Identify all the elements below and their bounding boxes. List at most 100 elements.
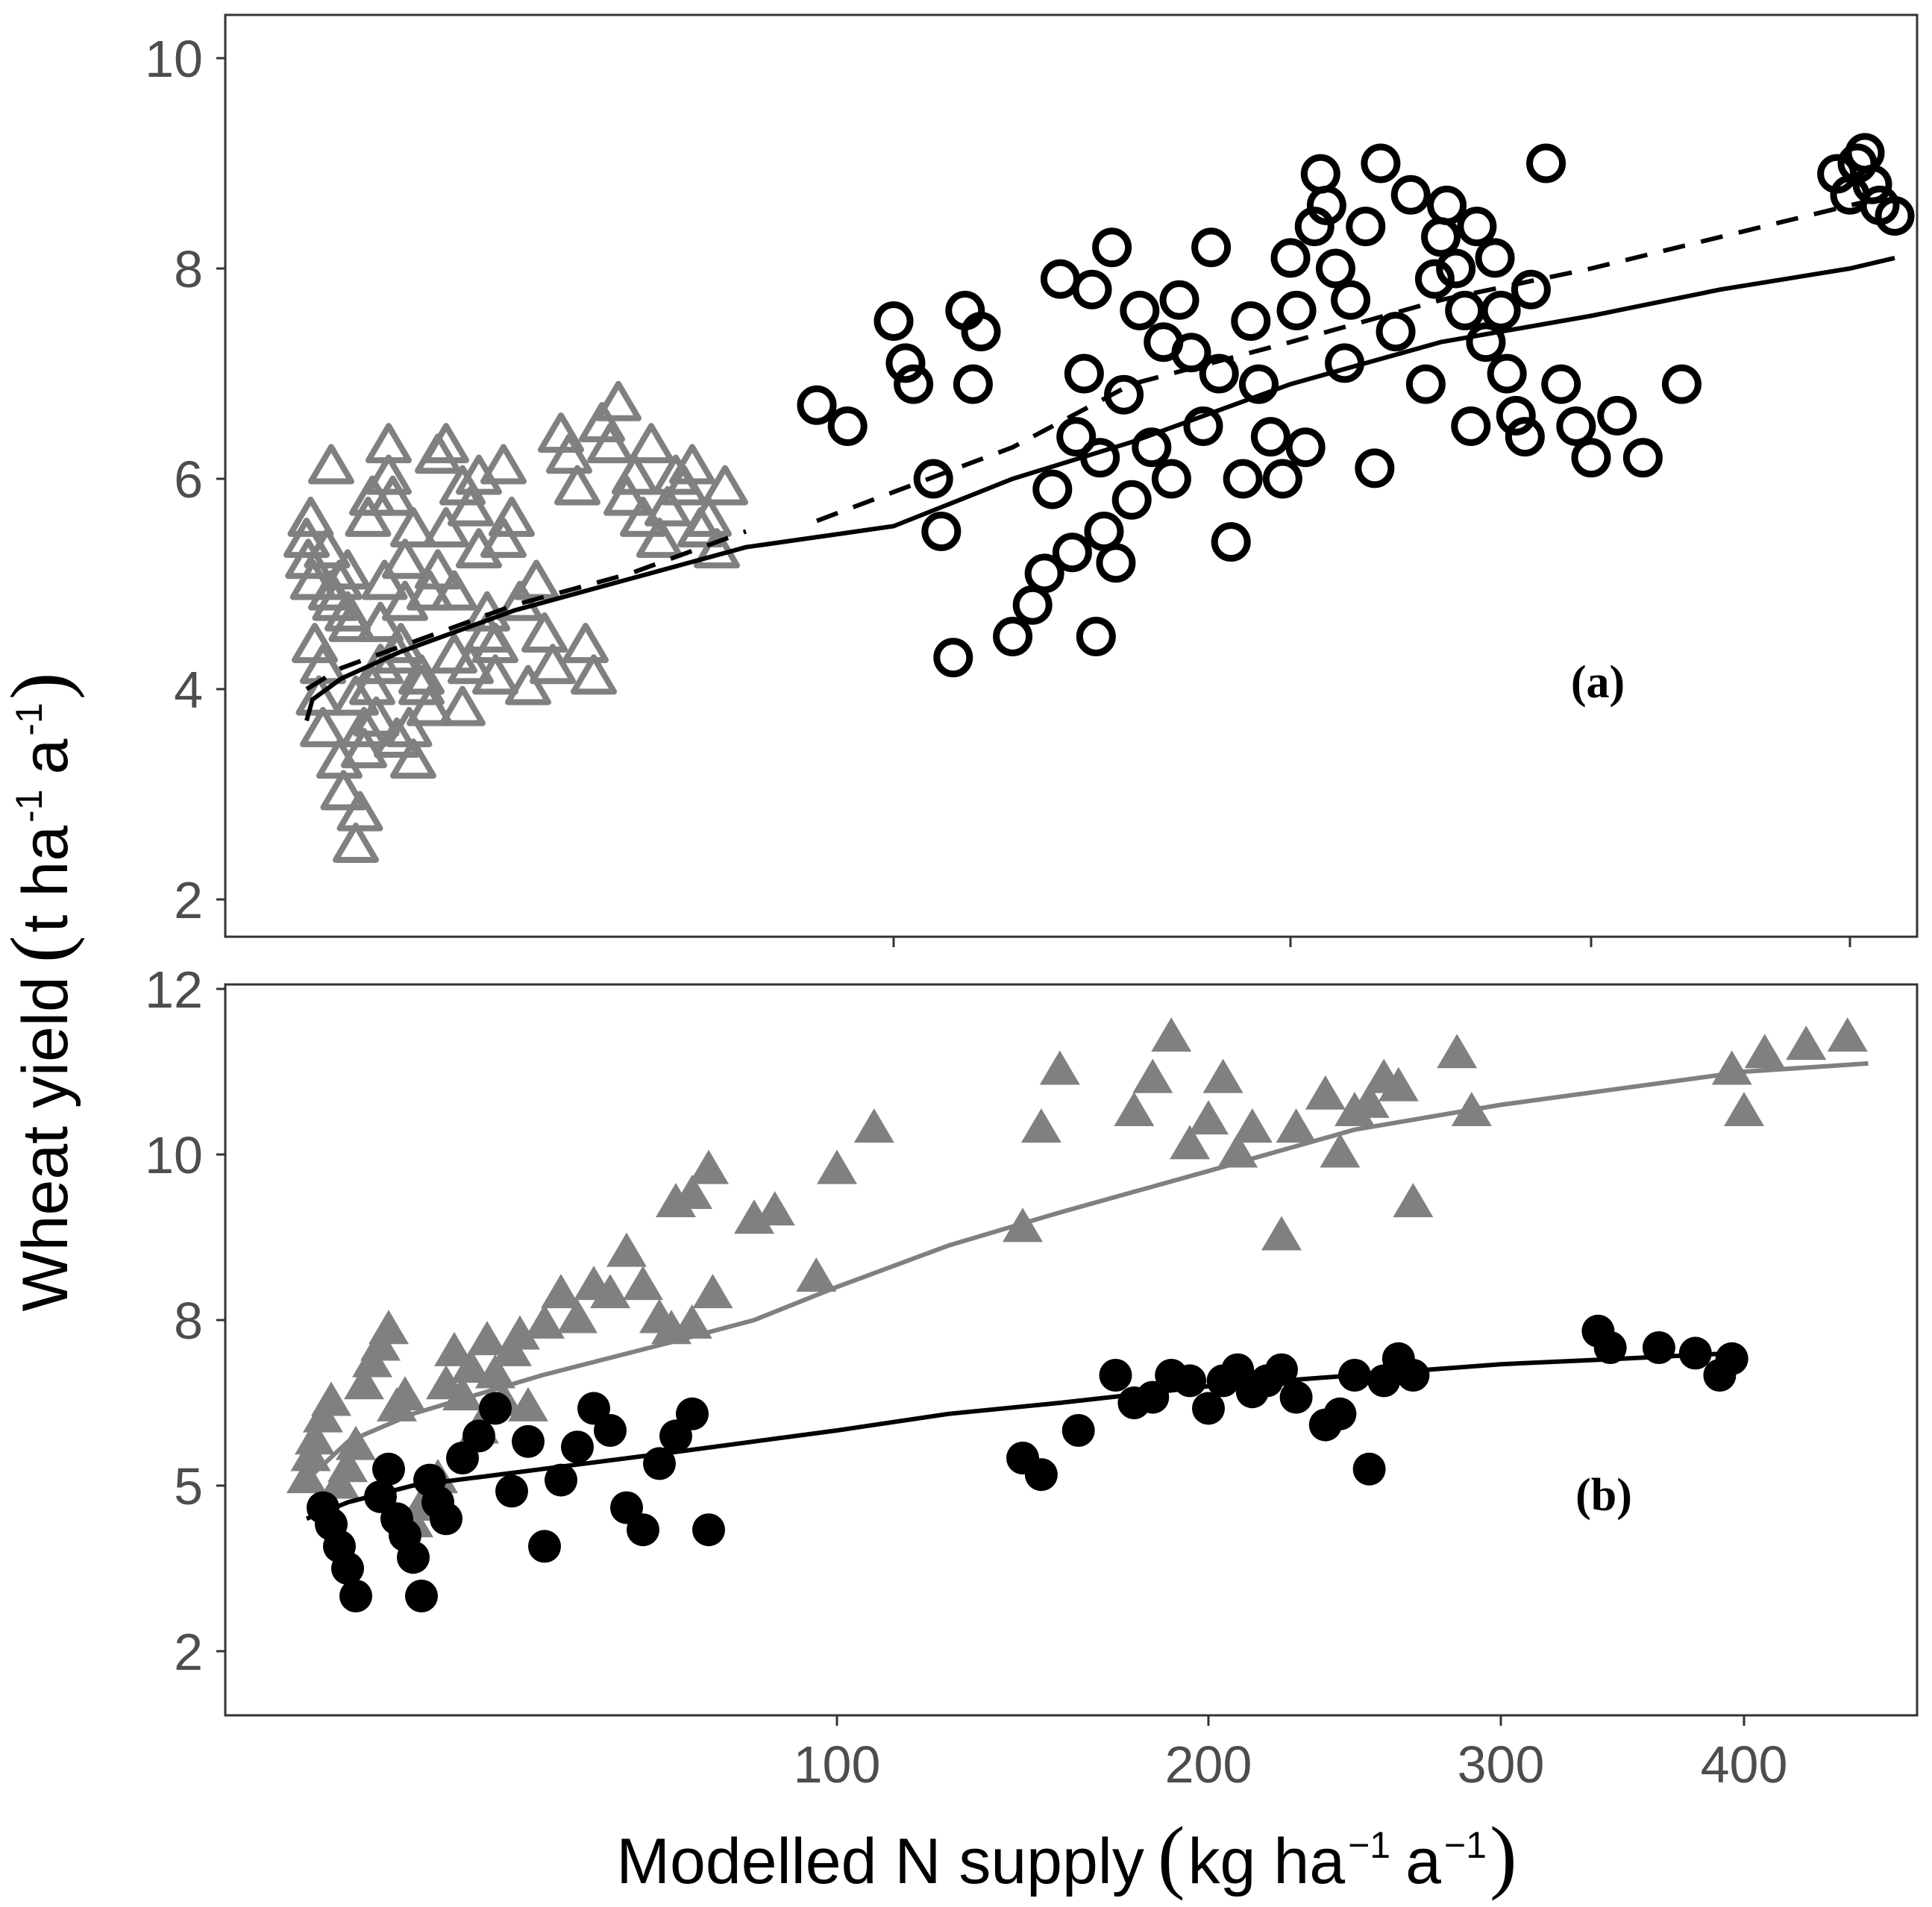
data-point: [407, 570, 453, 611]
x-tick-label: 400: [1701, 1735, 1788, 1794]
data-point: [1556, 406, 1596, 446]
data-point: [1012, 585, 1053, 625]
data-point: [571, 654, 617, 695]
data-point: [1622, 438, 1663, 478]
data-point: [1276, 1108, 1317, 1143]
data-point: [1114, 1091, 1155, 1126]
data-point: [1405, 364, 1446, 404]
y-tick-label: 10: [145, 1126, 203, 1184]
data-point: [921, 512, 962, 551]
data-point: [456, 528, 502, 569]
panel-a-x-ticks: [892, 937, 1851, 947]
data-point: [500, 1315, 540, 1350]
data-point: [1120, 290, 1160, 330]
data-point: [316, 559, 363, 600]
data-point: [671, 1304, 712, 1339]
data-point: [349, 475, 395, 516]
data-point: [636, 518, 683, 559]
data-point: [1437, 1034, 1478, 1069]
data-point: [595, 380, 642, 421]
panel-label-b: (b): [1575, 1470, 1632, 1521]
data-point: [1020, 1108, 1061, 1143]
data-point: [1024, 1458, 1058, 1492]
data-point: [512, 1424, 545, 1458]
data-point: [308, 444, 354, 485]
data-point: [676, 1397, 709, 1430]
data-point: [1349, 1083, 1390, 1118]
data-point: [1300, 154, 1340, 194]
data-point: [361, 559, 408, 600]
data-point: [1294, 207, 1334, 247]
data-point: [341, 706, 387, 747]
data-point: [1427, 185, 1467, 225]
data-point: [439, 685, 486, 726]
data-point: [1487, 354, 1527, 394]
data-point: [1170, 1125, 1211, 1160]
data-point: [524, 1304, 565, 1339]
data-point: [434, 1331, 474, 1366]
data-point: [1744, 1034, 1785, 1069]
data-point: [331, 1552, 364, 1585]
data-point: [1571, 438, 1611, 478]
data-point: [1325, 343, 1365, 383]
data-point: [467, 1321, 507, 1356]
data-point: [554, 465, 600, 506]
data-point: [1355, 448, 1395, 488]
series-triangle-open: [283, 380, 748, 863]
data-point: [372, 1452, 405, 1486]
y-tick-label: 8: [174, 1292, 203, 1350]
fit-line: [815, 192, 1895, 524]
x-tick-label: 200: [1165, 1735, 1252, 1794]
data-point: [628, 423, 674, 464]
data-point: [557, 1298, 598, 1333]
data-point: [431, 570, 477, 611]
data-point: [796, 1257, 837, 1292]
data-point: [1191, 227, 1232, 268]
data-point: [1421, 217, 1461, 257]
panel-label-a: (a): [1571, 657, 1625, 708]
series-circle-filled: [307, 1314, 1748, 1612]
data-point: [295, 1420, 335, 1455]
data-point: [1061, 1414, 1095, 1447]
data-point: [480, 518, 527, 559]
data-point: [1064, 354, 1104, 394]
data-point: [661, 465, 707, 506]
data-point: [430, 1502, 462, 1536]
y-tick-label: 2: [174, 1623, 203, 1681]
data-point: [530, 644, 576, 685]
data-point: [1396, 1359, 1430, 1392]
data-point: [894, 364, 934, 404]
data-point: [1526, 143, 1566, 183]
panel-b-x-tick-labels: 100 200 300 400: [794, 1735, 1788, 1794]
data-point: [1056, 417, 1097, 457]
data-point: [1096, 543, 1136, 583]
data-point: [1466, 322, 1506, 362]
data-point: [853, 1108, 894, 1143]
data-point: [541, 1274, 581, 1309]
data-point: [874, 301, 914, 341]
data-point: [479, 1392, 512, 1425]
data-point: [1202, 1058, 1243, 1093]
data-point: [1414, 259, 1455, 299]
data-point: [1376, 312, 1416, 352]
fit-line: [304, 255, 1895, 722]
data-point: [1261, 1216, 1302, 1251]
data-point: [797, 385, 837, 425]
data-point: [320, 770, 367, 811]
data-point: [1199, 354, 1239, 394]
data-point: [1393, 1183, 1434, 1218]
data-point: [489, 496, 535, 537]
data-point: [345, 496, 392, 537]
data-point: [1024, 553, 1064, 594]
data-point: [1457, 207, 1497, 247]
panel-b-y-ticks: [216, 987, 225, 1653]
data-point: [1192, 1392, 1225, 1425]
data-point: [1285, 427, 1326, 468]
data-point: [1346, 207, 1386, 247]
data-point: [1436, 248, 1476, 289]
data-point: [397, 1541, 430, 1574]
data-point: [1032, 469, 1073, 509]
data-point: [1320, 1133, 1361, 1168]
panel-b-y-tick-labels: 2 5 8 10 12: [145, 961, 203, 1681]
data-point: [339, 1580, 372, 1612]
